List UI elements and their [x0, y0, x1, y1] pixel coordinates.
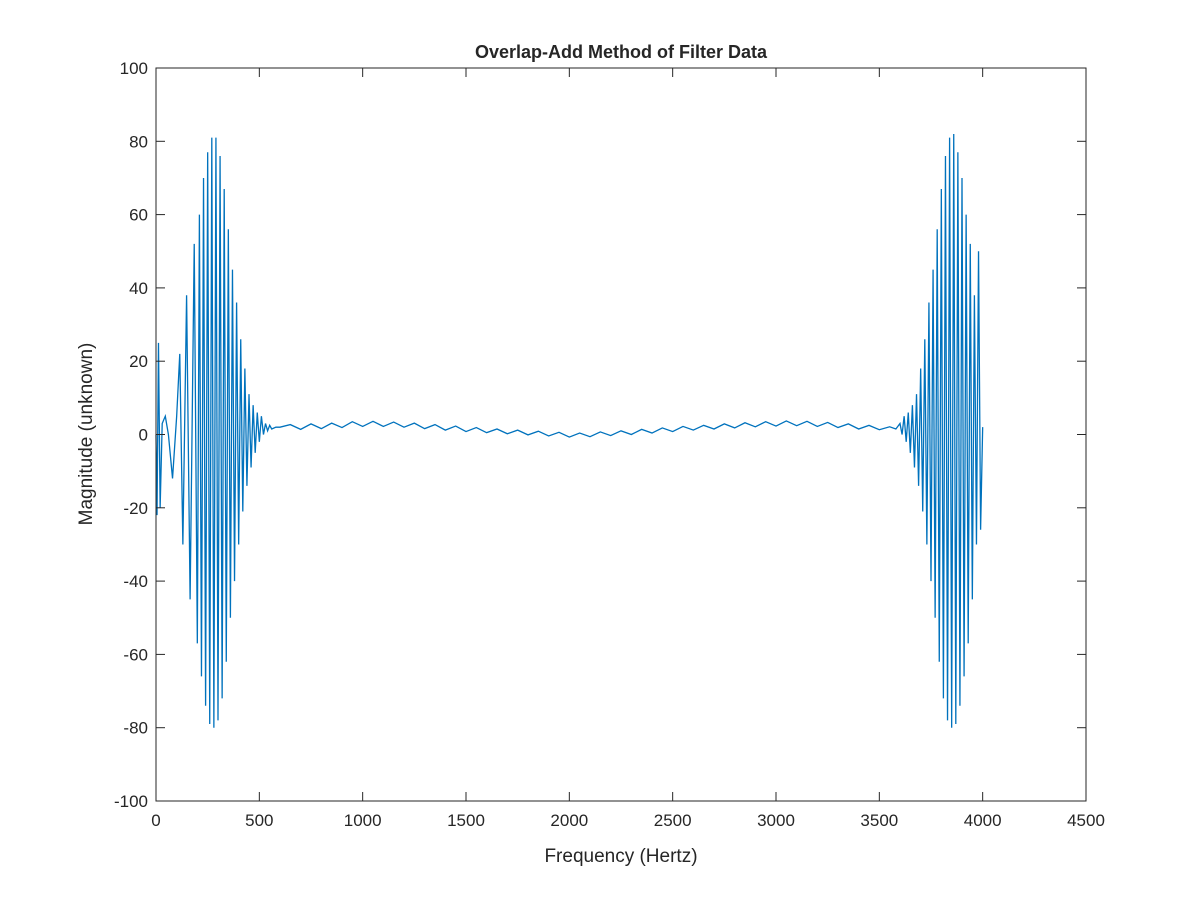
y-tick-label: -20 — [123, 499, 148, 518]
x-tick-label: 500 — [245, 811, 273, 830]
y-tick-label: 100 — [120, 59, 148, 78]
x-tick-label: 4500 — [1067, 811, 1105, 830]
y-tick-label: 60 — [129, 206, 148, 225]
x-tick-label: 2500 — [654, 811, 692, 830]
x-tick-label: 1500 — [447, 811, 485, 830]
chart-title: Overlap-Add Method of Filter Data — [475, 42, 768, 62]
y-tick-label: -100 — [114, 792, 148, 811]
y-tick-label: 0 — [139, 426, 148, 445]
y-tick-label: -40 — [123, 572, 148, 591]
x-axis-label: Frequency (Hertz) — [544, 846, 697, 867]
x-tick-label: 3000 — [757, 811, 795, 830]
x-tick-label: 1000 — [344, 811, 382, 830]
x-tick-label: 4000 — [964, 811, 1002, 830]
y-tick-label: 80 — [129, 132, 148, 151]
x-tick-label: 0 — [151, 811, 160, 830]
y-axis-label: Magnitude (unknown) — [76, 343, 97, 526]
y-tick-label: -80 — [123, 719, 148, 738]
y-tick-label: 20 — [129, 352, 148, 371]
data-line — [155, 133, 984, 728]
y-tick-label: 40 — [129, 279, 148, 298]
x-tick-label: 2000 — [550, 811, 588, 830]
x-tick-label: 3500 — [860, 811, 898, 830]
y-tick-label: -60 — [123, 645, 148, 664]
